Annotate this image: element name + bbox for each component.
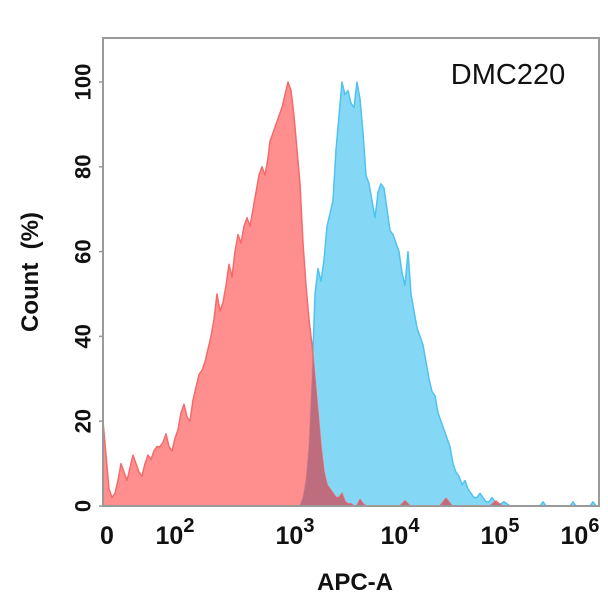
x-tick-label: 0 [100,522,114,550]
x-axis-ticks: 0 102 103 104 105 106 [100,515,599,550]
y-tick-label: 0 [71,500,96,512]
y-tick-label: 20 [71,409,96,433]
y-axis-ticks: 0 20 40 60 80 100 [71,64,104,512]
y-axis-title: Count (%) [17,212,44,332]
y-tick-label: 100 [71,64,96,101]
plot-frame [102,37,600,507]
x-tick-label: 103 [276,515,315,550]
y-tick-label: 40 [71,324,96,348]
sample-label: DMC220 [451,59,565,91]
x-tick-label: 106 [561,515,600,550]
x-tick-label: 105 [481,515,520,550]
series-blue-area [102,81,600,507]
x-tick-label: 104 [381,515,421,550]
y-tick-label: 80 [71,155,96,179]
histogram-series [102,81,600,507]
x-axis-title: APC-A [317,569,393,596]
y-tick-label: 60 [71,239,96,263]
x-tick-label: 102 [156,515,195,550]
